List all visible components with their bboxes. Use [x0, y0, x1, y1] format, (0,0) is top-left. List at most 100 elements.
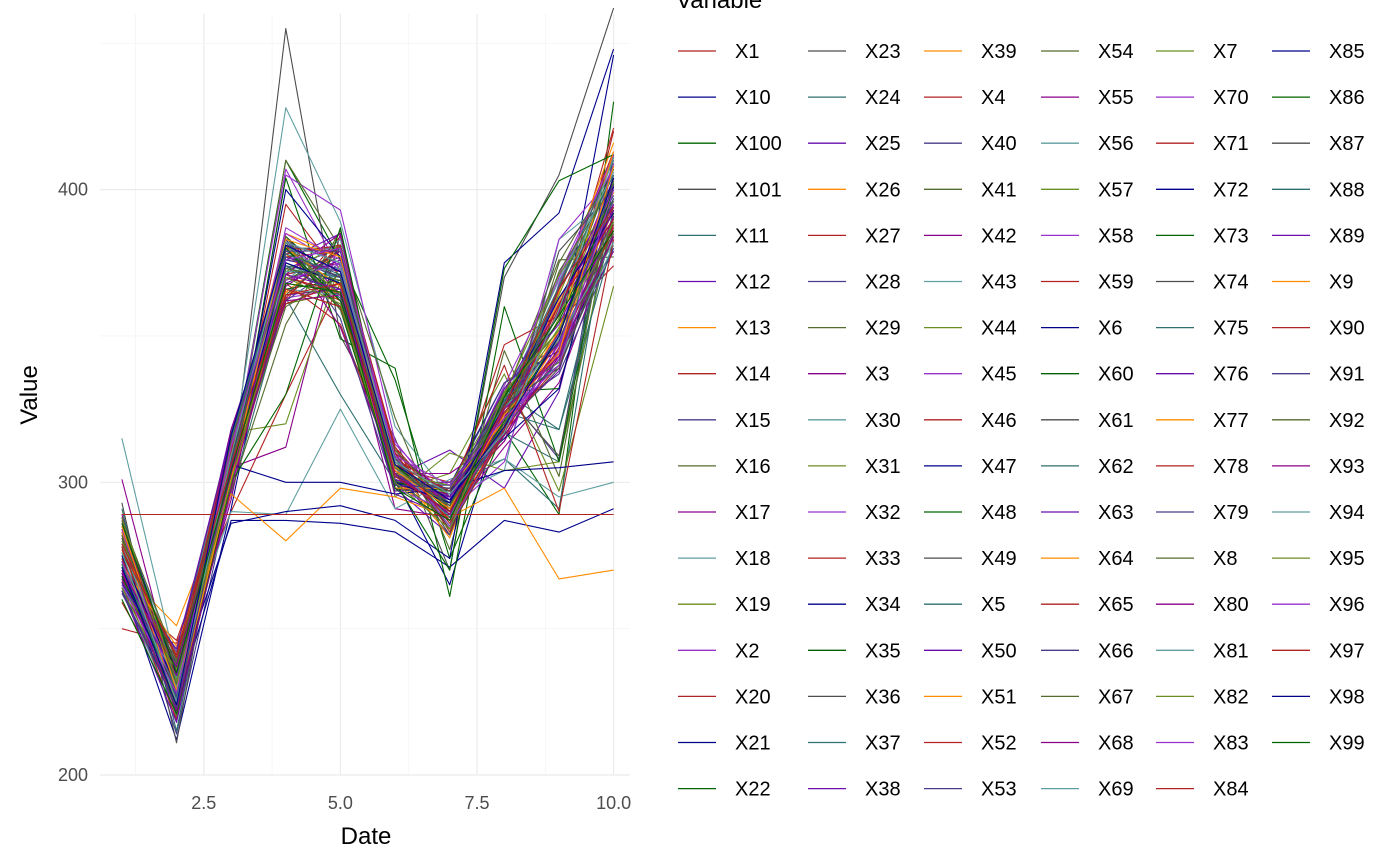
legend-item-X67: X67 — [1041, 686, 1134, 708]
series-line-X8 — [121, 221, 615, 662]
legend-label: X48 — [981, 502, 1017, 524]
legend-label: X51 — [981, 686, 1017, 708]
legend-item-X62: X62 — [1041, 456, 1134, 478]
legend-label: X50 — [981, 640, 1017, 662]
legend-label: X27 — [865, 225, 901, 247]
legend-item-X7: X7 — [1156, 41, 1237, 63]
legend-item-X19: X19 — [678, 594, 771, 616]
legend-label: X13 — [735, 318, 771, 340]
legend-item-X58: X58 — [1041, 225, 1134, 247]
legend-item-X3: X3 — [808, 364, 889, 386]
legend-label: X96 — [1329, 594, 1365, 616]
legend-item-X75: X75 — [1156, 318, 1249, 340]
series-line-X99 — [121, 230, 615, 674]
legend-item-X28: X28 — [808, 272, 901, 294]
legend-label: X61 — [1098, 410, 1134, 432]
legend-label: X101 — [735, 179, 782, 201]
legend-label: X47 — [981, 456, 1017, 478]
legend-label: X28 — [865, 272, 901, 294]
legend-label: X14 — [735, 364, 771, 386]
legend-label: X64 — [1098, 548, 1134, 570]
legend-item-X21: X21 — [678, 733, 771, 755]
legend-label: X76 — [1213, 364, 1249, 386]
legend-label: X79 — [1213, 502, 1249, 524]
legend-label: X74 — [1213, 272, 1249, 294]
legend-label: X97 — [1329, 640, 1365, 662]
legend-item-X5: X5 — [924, 594, 1005, 616]
legend-item-X64: X64 — [1041, 548, 1134, 570]
legend-label: X18 — [735, 548, 771, 570]
legend-label: X12 — [735, 272, 771, 294]
y-tick-label: 200 — [58, 765, 88, 785]
legend-item-X1: X1 — [678, 41, 759, 63]
legend-item-X46: X46 — [924, 410, 1017, 432]
legend-label: X37 — [865, 733, 901, 755]
legend-item-X52: X52 — [924, 733, 1017, 755]
legend-item-X97: X97 — [1272, 640, 1365, 662]
legend-label: X73 — [1213, 225, 1249, 247]
legend-label: X68 — [1098, 733, 1134, 755]
legend-item-X59: X59 — [1041, 272, 1134, 294]
legend-item-X23: X23 — [808, 41, 901, 63]
legend-label: X8 — [1213, 548, 1237, 570]
legend-item-X2: X2 — [678, 640, 759, 662]
legend-label: X15 — [735, 410, 771, 432]
legend-item-X95: X95 — [1272, 548, 1365, 570]
legend-item-X14: X14 — [678, 364, 771, 386]
legend: X1 X10 X100 X101 X11 X12 X13 X14 X15 X16 X17 X18 X19… — [678, 41, 1365, 801]
legend-item-X98: X98 — [1272, 686, 1365, 708]
legend-label: X65 — [1098, 594, 1134, 616]
legend-label: X94 — [1329, 502, 1365, 524]
legend-item-X88: X88 — [1272, 179, 1365, 201]
legend-item-X71: X71 — [1156, 133, 1249, 155]
legend-item-X18: X18 — [678, 548, 771, 570]
legend-label: X77 — [1213, 410, 1249, 432]
legend-label: X45 — [981, 364, 1017, 386]
legend-item-X33: X33 — [808, 548, 901, 570]
legend-label: X42 — [981, 225, 1017, 247]
legend-label: X93 — [1329, 456, 1365, 478]
legend-label: X62 — [1098, 456, 1134, 478]
legend-label: X41 — [981, 179, 1017, 201]
series-line-X97 — [121, 206, 615, 659]
series-line-X24 — [121, 215, 615, 732]
legend-item-X40: X40 — [924, 133, 1017, 155]
legend-item-X55: X55 — [1041, 87, 1134, 109]
legend-label: X88 — [1329, 179, 1365, 201]
legend-item-X47: X47 — [924, 456, 1017, 478]
legend-label: X58 — [1098, 225, 1134, 247]
legend-label: X87 — [1329, 133, 1365, 155]
legend-item-X27: X27 — [808, 225, 901, 247]
legend-item-X30: X30 — [808, 410, 901, 432]
series-line-X94 — [121, 157, 615, 703]
legend-label: X66 — [1098, 640, 1134, 662]
series-line-X15 — [121, 154, 615, 735]
legend-label: X7 — [1213, 41, 1237, 63]
legend-label: X57 — [1098, 179, 1134, 201]
legend-label: X6 — [1098, 318, 1122, 340]
legend-label: X78 — [1213, 456, 1249, 478]
legend-item-X83: X83 — [1156, 733, 1249, 755]
legend-item-X8: X8 — [1156, 548, 1237, 570]
legend-item-X17: X17 — [678, 502, 771, 524]
legend-item-X12: X12 — [678, 272, 771, 294]
legend-label: X4 — [981, 87, 1005, 109]
series-line-X6 — [121, 461, 614, 677]
legend-label: X71 — [1213, 133, 1249, 155]
x-axis-title: Date — [341, 823, 392, 850]
legend-item-X77: X77 — [1156, 410, 1249, 432]
y-tick-label: 400 — [58, 180, 88, 200]
legend-item-X79: X79 — [1156, 502, 1249, 524]
legend-item-X4: X4 — [924, 87, 1005, 109]
legend-item-X45: X45 — [924, 364, 1017, 386]
legend-label: X3 — [865, 364, 889, 386]
legend-item-X72: X72 — [1156, 179, 1249, 201]
legend-item-X91: X91 — [1272, 364, 1365, 386]
legend-label: X31 — [865, 456, 901, 478]
series-line-X77 — [121, 151, 615, 706]
legend-label: X34 — [865, 594, 901, 616]
legend-item-X39: X39 — [924, 41, 1017, 63]
legend-label: X26 — [865, 179, 901, 201]
legend-label: X89 — [1329, 225, 1365, 247]
legend-label: X100 — [735, 133, 782, 155]
